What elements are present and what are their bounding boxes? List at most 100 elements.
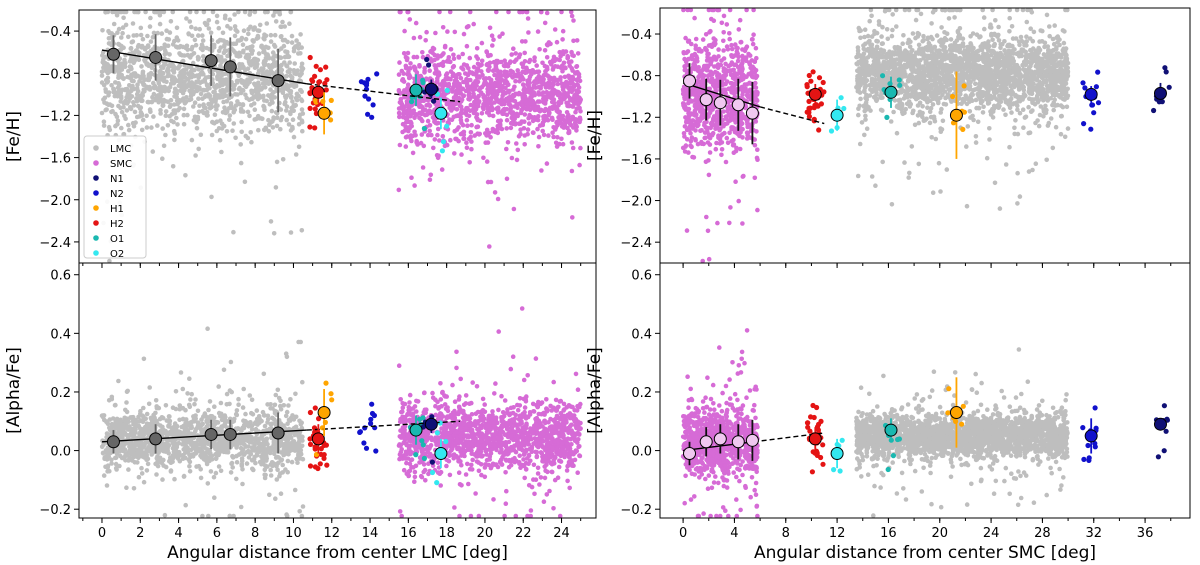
point-lmc (107, 30, 112, 36)
point-smc (495, 58, 501, 64)
point-lmc (292, 425, 297, 431)
point-smc (492, 190, 498, 195)
point-lmc (205, 326, 210, 332)
point-lmc (219, 446, 225, 451)
point-lmc (298, 32, 303, 37)
point-lmc (288, 444, 293, 450)
point-lmc (198, 467, 203, 472)
point-lmc (221, 38, 226, 43)
point-lmc (184, 420, 190, 425)
point-lmc (120, 30, 125, 36)
point-lmc (298, 447, 304, 453)
point-lmc (203, 456, 208, 461)
point-lmc (300, 379, 305, 385)
point-lmc (156, 73, 162, 78)
point-lmc (232, 33, 238, 39)
panel-top-left-feh-lmc: −0.4−0.8−1.2−1.6−2.0−2.4[Fe/H] (4, 9, 597, 268)
point-lmc (148, 70, 154, 76)
point-smc (458, 376, 464, 382)
point-smc (503, 85, 508, 91)
point-lmc (253, 460, 258, 466)
point-lmc (141, 414, 146, 420)
point-smc (532, 115, 537, 120)
point-lmc (262, 127, 267, 133)
point-lmc (149, 125, 154, 130)
point-lmc (118, 105, 123, 111)
point-smc (444, 394, 450, 399)
point-lmc (212, 495, 217, 501)
point-smc (553, 140, 559, 146)
point-lmc (212, 112, 218, 117)
point-lmc (123, 425, 128, 430)
point-lmc (161, 88, 167, 94)
point-smc (558, 100, 564, 105)
point-lmc (172, 421, 178, 426)
point-lmc (262, 467, 268, 473)
point-lmc (249, 139, 254, 145)
point-lmc (280, 157, 286, 162)
point-lmc (259, 461, 264, 467)
point-lmc (161, 78, 167, 84)
point-lmc (288, 230, 294, 235)
point-lmc (123, 22, 129, 28)
point-smc (435, 76, 440, 81)
point-lmc (136, 419, 142, 424)
point-smc (502, 58, 508, 63)
point-lmc (195, 408, 201, 414)
point-lmc (267, 446, 272, 452)
point-smc (464, 145, 470, 150)
point-lmc (233, 135, 238, 141)
point-lmc (136, 42, 141, 48)
point-lmc (207, 399, 213, 404)
y-tick-label: −0.8 (39, 67, 71, 82)
point-smc (483, 140, 489, 145)
point-lmc (231, 110, 236, 115)
point-lmc (285, 69, 291, 74)
point-smc (491, 37, 496, 42)
point-smc (550, 117, 555, 122)
point-smc (527, 69, 533, 74)
point-lmc (104, 107, 109, 112)
point-lmc (292, 432, 298, 438)
point-smc (575, 51, 581, 56)
point-smc (430, 390, 435, 396)
point-lmc (292, 487, 298, 493)
point-lmc (197, 26, 202, 32)
point-lmc (299, 118, 305, 123)
point-lmc (236, 73, 242, 79)
point-lmc (216, 48, 222, 54)
point-lmc (265, 416, 271, 422)
point-smc (427, 68, 433, 73)
point-smc (558, 77, 563, 82)
point-lmc (160, 444, 166, 449)
point-lmc (146, 401, 152, 407)
point-lmc (278, 24, 284, 30)
point-lmc (282, 94, 288, 99)
point-lmc (241, 28, 247, 33)
point-lmc (111, 21, 117, 27)
point-lmc (234, 408, 240, 413)
point-lmc (231, 86, 237, 92)
point-lmc (201, 9, 207, 15)
point-smc (456, 54, 462, 60)
point-lmc (127, 59, 133, 64)
point-lmc (246, 424, 251, 429)
point-lmc (179, 424, 185, 430)
point-lmc (296, 144, 302, 150)
point-lmc (284, 73, 289, 79)
point-smc (397, 111, 402, 116)
point-smc (451, 52, 456, 58)
point-smc (536, 134, 542, 140)
point-lmc (136, 414, 141, 420)
point-lmc (112, 93, 118, 99)
point-lmc (278, 407, 284, 412)
point-lmc (147, 385, 152, 390)
point-lmc (126, 458, 131, 463)
point-lmc (247, 113, 252, 119)
point-lmc (284, 82, 290, 88)
point-smc (551, 75, 557, 81)
point-smc (439, 167, 445, 172)
point-lmc (295, 43, 300, 48)
point-lmc (249, 96, 254, 102)
point-lmc (192, 114, 198, 120)
